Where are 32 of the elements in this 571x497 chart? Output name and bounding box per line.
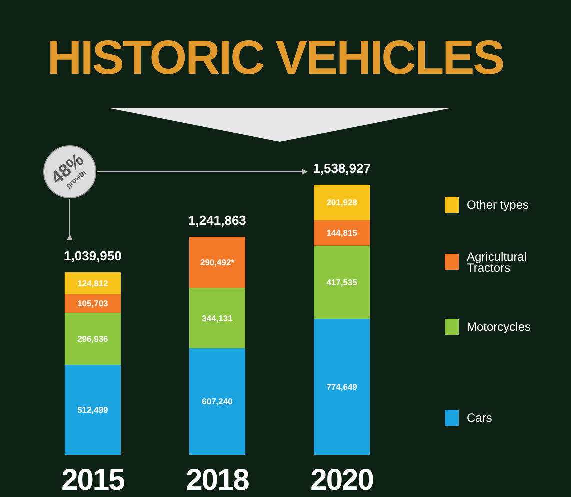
bar: [314, 220, 370, 246]
bar: [314, 319, 370, 455]
data-label: 105,703: [78, 298, 109, 309]
x-tick-label: 2020: [310, 464, 374, 497]
data-label: 201,928: [326, 198, 358, 208]
data-label: 344,131: [202, 313, 234, 324]
data-label: 607,240: [202, 396, 234, 407]
legend-label: Other types: [467, 198, 530, 212]
chart-title: HISTORIC VEHICLES: [47, 32, 504, 85]
x-tick-label: 2015: [62, 464, 125, 497]
bar: [189, 288, 246, 348]
data-label: 512,499: [78, 405, 109, 416]
total-label: 1,538,927: [313, 161, 371, 176]
legend-label: Agricultural Tractors: [467, 250, 528, 275]
legend-label: Motorcycles: [467, 320, 532, 334]
x-tick-label: 2018: [186, 464, 250, 497]
bar: [64, 272, 121, 294]
bar: [189, 348, 246, 455]
data-label: 124,812: [78, 278, 109, 288]
bar: [189, 237, 246, 288]
data-label: 290,492*: [200, 258, 236, 268]
data-label: 774,649: [326, 382, 358, 392]
data-label: 296,936: [78, 334, 109, 344]
total-label: 1,241,863: [188, 213, 246, 228]
data-label: 417,535: [326, 277, 358, 288]
total-label: 1,039,950: [64, 248, 122, 264]
legend-label: Cars: [467, 411, 492, 425]
bar: [64, 365, 121, 455]
bar: [314, 246, 370, 320]
bar: [314, 185, 370, 220]
bar: [64, 312, 121, 366]
data-label: 144,815: [326, 228, 358, 238]
